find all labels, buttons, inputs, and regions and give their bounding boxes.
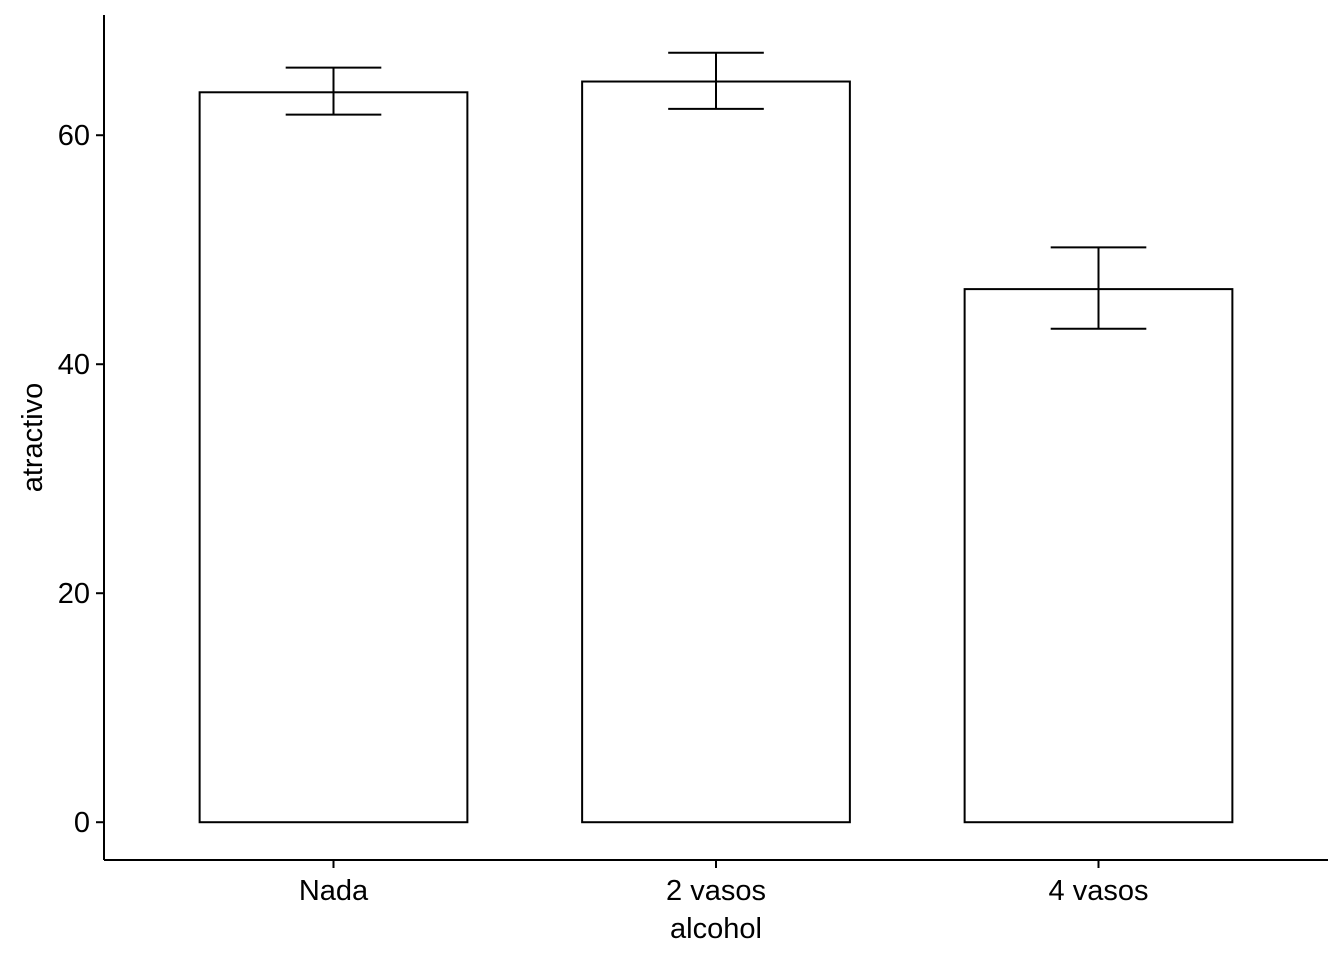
x-axis-title: alcohol (670, 913, 762, 945)
error-bar-1 (668, 51, 764, 110)
y-tick-label: 60 (58, 120, 90, 152)
x-tick-label: Nada (299, 875, 369, 907)
error-bar-2 (1050, 246, 1147, 330)
x-tick-label: 2 vasos (666, 875, 766, 907)
x-axis-ticks: Nada 2 vasos 4 vasos (299, 860, 1149, 907)
error-bar-0 (285, 66, 382, 116)
plot-area (198, 51, 1234, 824)
y-axis-ticks: 0 20 40 60 (58, 120, 104, 839)
bar-2 (963, 288, 1234, 824)
y-axis-title: atractivo (17, 383, 49, 493)
bar-0 (198, 91, 469, 824)
y-tick-label: 40 (58, 349, 90, 381)
y-tick-label: 20 (58, 578, 90, 610)
y-tick-label: 0 (74, 807, 90, 839)
x-tick-label: 4 vasos (1049, 875, 1149, 907)
bar-1 (581, 80, 851, 824)
